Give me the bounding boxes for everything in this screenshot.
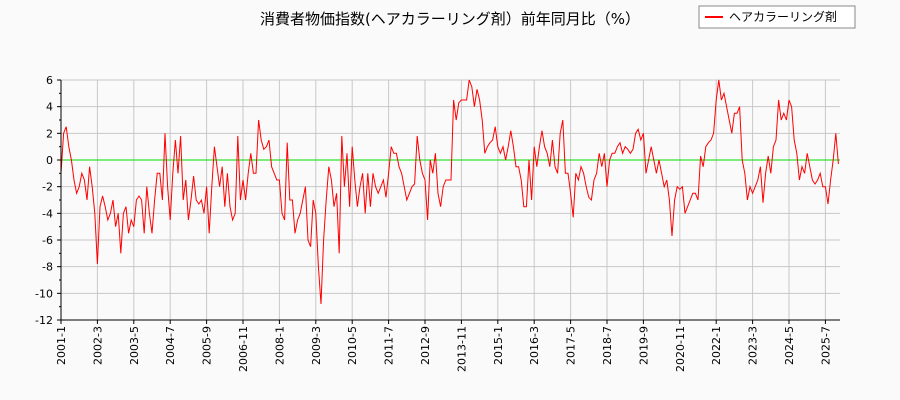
- y-tick-label: -12: [35, 314, 53, 327]
- x-tick-label: 2023-3: [747, 326, 760, 365]
- x-tick-label: 2024-5: [783, 326, 796, 365]
- y-axis: 6 4 2 0 -2 -4 -6 -8 -10 -12: [35, 74, 61, 327]
- x-tick-label: 2022-1: [710, 326, 723, 365]
- legend-label: ヘアカラーリング剤: [729, 9, 837, 24]
- x-tick-label: 2015-1: [492, 326, 505, 365]
- x-tick-label: 2004-7: [164, 326, 177, 365]
- x-tick-label: 2020-11: [674, 326, 687, 372]
- series-line: [60, 79, 839, 305]
- x-tick-label: 2008-1: [273, 326, 286, 365]
- legend: ヘアカラーリング剤: [698, 5, 856, 29]
- y-tick-label: 6: [46, 74, 53, 87]
- y-tick-label: -8: [42, 261, 53, 274]
- x-tick-label: 2025-7: [819, 326, 832, 365]
- x-tick-label: 2018-7: [601, 326, 614, 365]
- x-tick-label: 2002-3: [91, 326, 104, 365]
- legend-box: [698, 5, 856, 29]
- y-tick-label: 2: [46, 127, 53, 140]
- x-tick-label: 2017-5: [565, 326, 578, 365]
- chart-title: 消費者物価指数(ヘアカラーリング剤）前年同月比（%）: [260, 10, 640, 28]
- x-tick-label: 2016-3: [528, 326, 541, 365]
- x-tick-label: 2006-11: [237, 326, 250, 372]
- x-axis: 2001-1 2002-3 2003-5 2004-7 2005-9 2006-11 200…: [55, 320, 832, 372]
- y-tick-label: 4: [46, 101, 53, 114]
- x-tick-label: 2019-9: [637, 326, 650, 365]
- y-tick-label: -6: [42, 234, 53, 247]
- y-tick-label: -2: [42, 181, 53, 194]
- grid: [60, 79, 840, 321]
- x-tick-label: 2012-9: [419, 326, 432, 365]
- x-tick-label: 2009-3: [310, 326, 323, 365]
- y-tick-label: 0: [46, 154, 53, 167]
- x-tick-label: 2010-5: [346, 326, 359, 365]
- x-tick-label: 2003-5: [128, 326, 141, 365]
- x-tick-label: 2013-11: [455, 326, 468, 372]
- x-tick-label: 2005-9: [201, 326, 214, 365]
- x-tick-label: 2011-7: [383, 326, 396, 365]
- x-tick-label: 2001-1: [55, 326, 68, 365]
- y-tick-label: -10: [35, 287, 53, 300]
- y-tick-label: -4: [42, 207, 53, 220]
